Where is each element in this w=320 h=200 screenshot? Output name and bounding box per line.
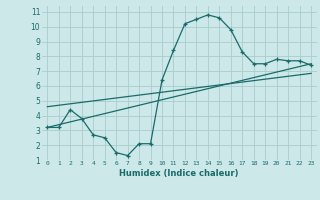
X-axis label: Humidex (Indice chaleur): Humidex (Indice chaleur)	[119, 169, 239, 178]
